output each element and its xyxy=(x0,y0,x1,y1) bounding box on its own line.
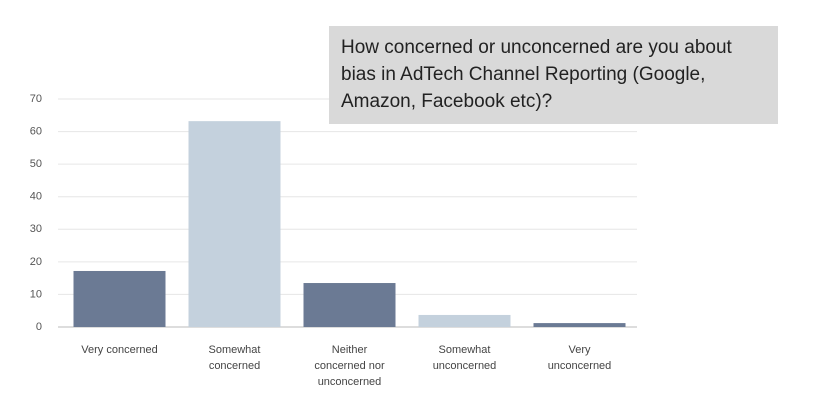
y-tick-label: 0 xyxy=(36,321,42,333)
bar xyxy=(303,283,396,327)
bar xyxy=(418,314,511,327)
y-tick-label: 10 xyxy=(30,288,42,300)
bar xyxy=(188,121,281,327)
y-tick-label: 50 xyxy=(30,158,42,170)
y-tick-label: 30 xyxy=(30,223,42,235)
bar xyxy=(73,270,166,327)
x-tick-label: Neither concerned nor unconcerned xyxy=(314,344,385,388)
chart-title: How concerned or unconcerned are you abo… xyxy=(329,26,778,124)
x-tick-label: Very unconcerned xyxy=(547,344,612,372)
x-tick-label: Somewhat unconcerned xyxy=(432,344,497,372)
y-tick-label: 40 xyxy=(30,191,42,203)
y-tick-label: 60 xyxy=(30,125,42,137)
x-tick-label: Very concerned xyxy=(81,344,158,356)
bar xyxy=(533,323,626,327)
y-tick-label: 70 xyxy=(30,93,42,105)
y-tick-label: 20 xyxy=(30,256,42,268)
x-tick-label: Somewhat concerned xyxy=(208,344,261,372)
